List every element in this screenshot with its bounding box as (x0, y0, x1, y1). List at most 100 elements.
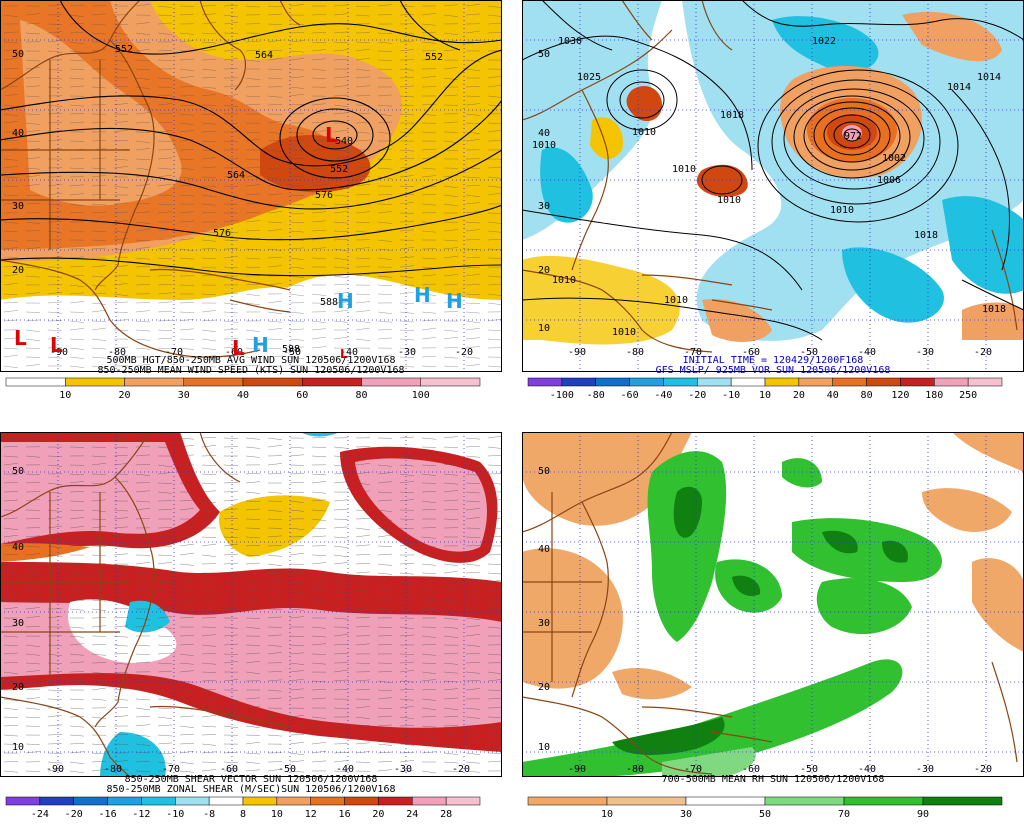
colorbar-swatch (125, 378, 184, 386)
colorbar-label: 80 (355, 390, 367, 401)
colorbar-label: -100 (550, 390, 574, 401)
high-marker: H (252, 333, 269, 357)
contour-label: 1014 (977, 72, 1001, 83)
colorbar-swatch (243, 797, 277, 805)
lat-label: 30 (538, 201, 550, 212)
colorbar-swatch (731, 378, 765, 386)
panel-mean-rh: 50 40 30 20 10 -90 -80 -70 -60 -50 -40 -… (522, 432, 1024, 834)
contour-label: 1010 (632, 127, 656, 138)
low-marker: L (325, 123, 338, 147)
low-marker: L (14, 326, 27, 350)
colorbar-label: -10 (722, 390, 740, 401)
colorbar-swatch (209, 797, 243, 805)
lon-label: -20 (452, 764, 470, 775)
contour-label: 1025 (577, 72, 601, 83)
colorbar-label: -12 (132, 809, 150, 819)
contour-label: 588 (320, 297, 338, 308)
contour-label: 1010 (672, 164, 696, 175)
colorbar-label: -40 (654, 390, 672, 401)
panel-mslp-vorticity: 1030 1025 1010 1018 1022 1014 1010 1010 … (522, 0, 1024, 402)
colorbar-label: 20 (118, 390, 130, 401)
lat-label: 20 (12, 265, 24, 276)
colorbar-swatch (686, 797, 765, 805)
map-500mb-wind: 50 40 30 20 -90 -80 -70 -60 -50 -40 -30 … (0, 0, 502, 372)
lat-label: 10 (12, 742, 24, 753)
colorbar-swatch (900, 378, 934, 386)
colorbar-label: 30 (680, 809, 692, 819)
colorbar-label: 8 (240, 809, 246, 819)
colorbar-swatch (184, 378, 243, 386)
lat-label: 40 (12, 128, 24, 139)
colorbar-swatch (108, 797, 142, 805)
lon-label: -80 (626, 764, 644, 775)
lat-label: 10 (538, 742, 550, 753)
contour-label: 1010 (612, 327, 636, 338)
colorbar-swatch (844, 797, 923, 805)
colorbar-label: 40 (237, 390, 249, 401)
colorbar-swatch (697, 378, 731, 386)
contour-label: 576 (213, 228, 231, 239)
colorbar-label: 20 (793, 390, 805, 401)
colorbar-swatch (378, 797, 412, 805)
caption-line-2: 850-250MB MEAN WIND SPEED (KTS) SUN 1205… (0, 366, 502, 376)
colorbar-swatch (562, 378, 596, 386)
colorbar-swatch (607, 797, 686, 805)
lon-label: -30 (394, 764, 412, 775)
colorbar-swatch (311, 797, 345, 805)
colorbar-swatch (412, 797, 446, 805)
lat-label: 30 (538, 618, 550, 629)
lat-label: 20 (538, 265, 550, 276)
contour-label: 1018 (720, 110, 744, 121)
low-marker: L (50, 333, 63, 357)
colorbar-swatch (40, 797, 74, 805)
colorbar-swatch (968, 378, 1002, 386)
colorbar-label: 28 (440, 809, 452, 819)
lat-label: 40 (538, 544, 550, 555)
colorbar-swatch (663, 378, 697, 386)
contour-label: 972 (844, 131, 862, 142)
lon-label: -80 (104, 764, 122, 775)
colorbar-swatch (528, 378, 562, 386)
colorbar-swatch (141, 797, 175, 805)
colorbar-label: 10 (759, 390, 771, 401)
contour-label: 1010 (552, 275, 576, 286)
colorbar-swatch (277, 797, 311, 805)
colorbar-label: 30 (178, 390, 190, 401)
map-mslp-vorticity: 1030 1025 1010 1018 1022 1014 1010 1010 … (522, 0, 1024, 372)
colorbar-label: -20 (65, 809, 83, 819)
contour-label: 1010 (717, 195, 741, 206)
high-marker: H (337, 289, 354, 313)
contour-label: 1010 (664, 295, 688, 306)
lat-label: 40 (12, 542, 24, 553)
lon-label: -90 (46, 764, 64, 775)
colorbar-swatch (934, 378, 968, 386)
colorbar-swatch (630, 378, 664, 386)
colorbar-label: -80 (587, 390, 605, 401)
lat-label: 50 (538, 49, 550, 60)
colorbar-swatch (243, 378, 302, 386)
colorbar-swatch (421, 378, 480, 386)
colorbar-label: -8 (203, 809, 215, 819)
contour-label: 564 (255, 50, 273, 61)
colorbar-label: -16 (99, 809, 117, 819)
contour-label: 552 (115, 44, 133, 55)
lat-label: 10 (538, 323, 550, 334)
colorbar-swatch (446, 797, 480, 805)
contour-label: 564 (227, 170, 245, 181)
caption-line-1: 700-500MB MEAN RH SUN 120506/1200V168 (522, 775, 1024, 785)
colorbar-swatch (765, 797, 844, 805)
high-marker: H (414, 283, 431, 307)
contour-label: 1010 (830, 205, 854, 216)
colorbar-label: 12 (305, 809, 317, 819)
lon-label: -90 (568, 764, 586, 775)
colorbar-swatch (6, 797, 40, 805)
colorbar-label: -24 (31, 809, 49, 819)
colorbar-label: 50 (759, 809, 771, 819)
lat-label: 50 (12, 49, 24, 60)
colorbar-swatch (175, 797, 209, 805)
lat-label: 30 (12, 201, 24, 212)
colorbar-label: -10 (166, 809, 184, 819)
